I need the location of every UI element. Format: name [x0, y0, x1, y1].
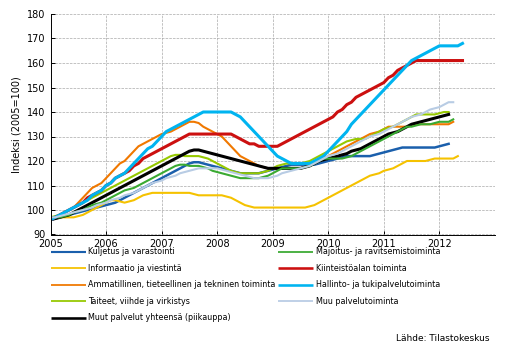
Text: Muu palvelutoiminta: Muu palvelutoiminta	[316, 297, 398, 306]
Y-axis label: Indeksi (2005=100): Indeksi (2005=100)	[12, 76, 22, 173]
Text: Lähde: Tilastokeskus: Lähde: Tilastokeskus	[396, 334, 490, 343]
Text: Kuljetus ja varastointi: Kuljetus ja varastointi	[88, 247, 175, 257]
Text: Taiteet, viihde ja virkistys: Taiteet, viihde ja virkistys	[88, 297, 190, 306]
Text: Kiinteistöalan toiminta: Kiinteistöalan toiminta	[316, 264, 407, 273]
Text: Hallinto- ja tukipalvelutoiminta: Hallinto- ja tukipalvelutoiminta	[316, 280, 440, 289]
Text: Ammatillinen, tieteellinen ja tekninen toiminta: Ammatillinen, tieteellinen ja tekninen t…	[88, 280, 276, 289]
Text: Muut palvelut yhteensä (piikauppa): Muut palvelut yhteensä (piikauppa)	[88, 313, 231, 322]
Text: Informaatio ja viestintä: Informaatio ja viestintä	[88, 264, 182, 273]
Text: Majoitus- ja ravitsemistoiminta: Majoitus- ja ravitsemistoiminta	[316, 247, 440, 257]
